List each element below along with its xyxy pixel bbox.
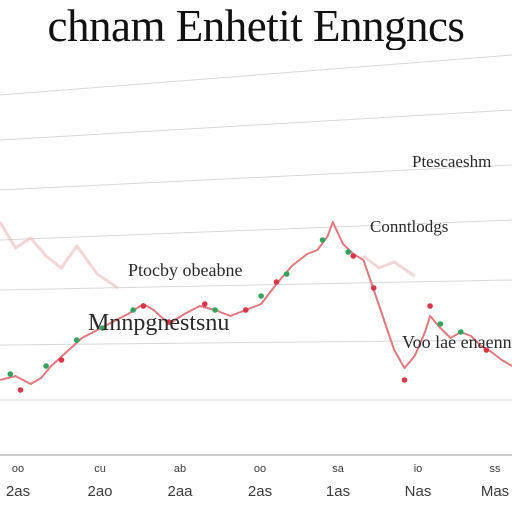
- gridline: [0, 54, 512, 96]
- up-marker: [437, 321, 444, 327]
- x-tick-label: 2as: [248, 483, 272, 500]
- up-marker: [283, 271, 290, 277]
- gridline: [0, 279, 512, 291]
- gridline: [0, 219, 512, 241]
- series-line: [0, 221, 512, 385]
- x-tick-label: 1as: [326, 483, 350, 500]
- gridline: [0, 339, 512, 346]
- x-tick-label: io: [414, 463, 423, 475]
- up-marker: [345, 249, 351, 255]
- down-marker: [58, 357, 65, 363]
- gridline: [0, 164, 512, 191]
- up-marker: [458, 329, 464, 335]
- x-tick-label: Nas: [405, 483, 432, 500]
- annotation-label: Voo lae enaenn: [402, 332, 512, 352]
- down-marker: [401, 377, 408, 383]
- up-marker: [74, 337, 80, 343]
- down-marker: [350, 253, 357, 259]
- series-layer: [0, 221, 512, 385]
- gridline: [0, 109, 512, 141]
- down-marker: [483, 347, 490, 353]
- down-marker: [427, 303, 433, 309]
- x-tick-label: oo: [254, 463, 266, 475]
- x-tick-layer: oo cu ab oo sa io ss 2as 2ao 2aa 2as 1as Nas Mas: [6, 463, 509, 500]
- up-marker: [130, 307, 136, 313]
- up-marker: [212, 307, 218, 313]
- annotation-label: Conntlodgs: [370, 217, 448, 236]
- x-tick-label: ab: [174, 463, 186, 475]
- down-marker: [17, 387, 24, 393]
- down-marker: [242, 307, 249, 313]
- chart-title: chnam Enhetit Enngncs: [47, 2, 465, 50]
- x-tick-label: 2aa: [167, 483, 193, 500]
- ghost-series-layer: [0, 221, 416, 290]
- up-marker: [43, 363, 49, 369]
- up-marker: [99, 325, 106, 331]
- x-tick-label: Mas: [481, 483, 509, 500]
- down-marker: [140, 303, 147, 309]
- annotation-label: Ptescaeshm: [412, 152, 491, 171]
- down-marker: [370, 285, 377, 291]
- annotation-label: Ptocby obeabne: [128, 260, 242, 280]
- x-tick-label: 2ao: [87, 483, 112, 500]
- x-tick-label: 2as: [6, 483, 30, 500]
- annotation-layer: Ptescaeshm Conntlodgs Ptocby obeabne Mnnpgn…: [88, 152, 512, 352]
- annotation-label: Mnnpgnestsnu: [88, 310, 229, 336]
- up-marker: [258, 293, 264, 299]
- down-marker: [202, 301, 208, 307]
- x-tick-label: sa: [332, 463, 345, 475]
- ghost-series-line: [0, 221, 119, 290]
- up-marker: [319, 237, 326, 243]
- down-marker: [273, 279, 280, 285]
- marker-layer: [7, 237, 490, 393]
- gridlines: [0, 54, 512, 456]
- x-tick-label: oo: [12, 463, 24, 475]
- x-tick-label: cu: [94, 463, 106, 475]
- down-marker: [166, 319, 172, 325]
- up-marker: [7, 371, 14, 377]
- ghost-series-line: [362, 254, 416, 278]
- x-tick-label: ss: [490, 463, 502, 475]
